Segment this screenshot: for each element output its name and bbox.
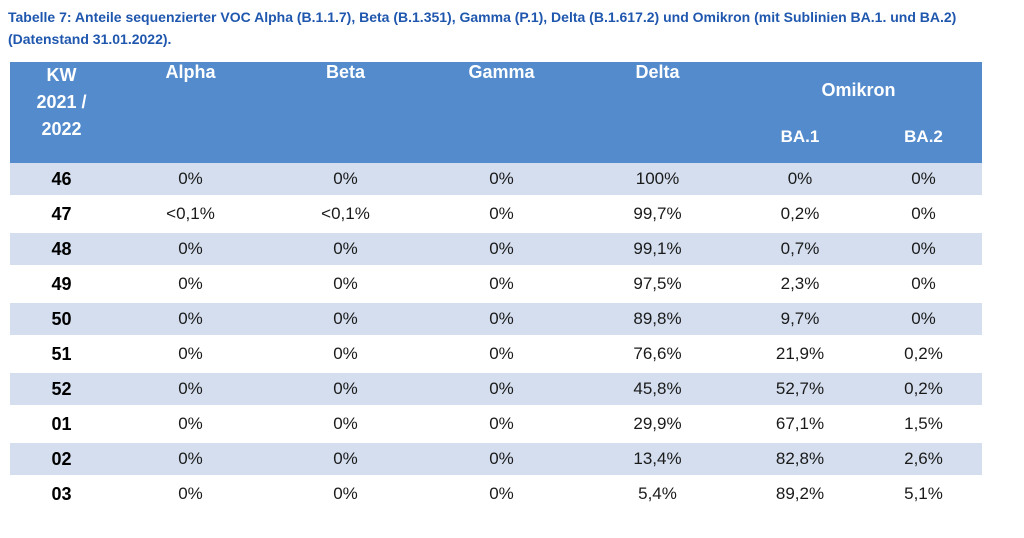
- col-header-delta: Delta: [580, 62, 735, 163]
- table-caption: Tabelle 7: Anteile sequenzierter VOC Alp…: [8, 9, 957, 47]
- cell-gamma: 0%: [423, 266, 580, 303]
- cell-alpha: 0%: [113, 476, 268, 513]
- cell-ba1: 52,7%: [735, 371, 865, 408]
- cell-kw: 47: [10, 196, 113, 233]
- cell-beta: 0%: [268, 231, 423, 268]
- cell-beta: 0%: [268, 371, 423, 408]
- cell-ba1: 9,7%: [735, 301, 865, 338]
- cell-ba2: 0%: [865, 231, 983, 268]
- col-header-alpha: Alpha: [113, 62, 268, 163]
- cell-beta: <0,1%: [268, 196, 423, 233]
- cell-ba1: 89,2%: [735, 476, 865, 513]
- cell-gamma: 0%: [423, 406, 580, 443]
- cell-delta: 100%: [580, 163, 735, 198]
- table-row: 47 <0,1% <0,1% 0% 99,7% 0,2% 0%: [10, 196, 983, 233]
- table-body: 46 0% 0% 0% 100% 0% 0% 47 <0,1% <0,1% 0%…: [10, 163, 983, 513]
- table-row: 50 0% 0% 0% 89,8% 9,7% 0%: [10, 301, 983, 338]
- cell-ba2: 0%: [865, 196, 983, 233]
- cell-beta: 0%: [268, 406, 423, 443]
- cell-ba1: 0,7%: [735, 231, 865, 268]
- cell-beta: 0%: [268, 163, 423, 198]
- cell-gamma: 0%: [423, 163, 580, 198]
- cell-alpha: 0%: [113, 406, 268, 443]
- header-row-main: KW 2021 / 2022 Alpha Beta Gamma Delta Om…: [10, 62, 983, 163]
- cell-beta: 0%: [268, 266, 423, 303]
- header-row-sub: BA.1 BA.2: [10, 118, 983, 163]
- table-row: 48 0% 0% 0% 99,1% 0,7% 0%: [10, 231, 983, 268]
- table-row: 02 0% 0% 0% 13,4% 82,8% 2,6%: [10, 441, 983, 478]
- cell-gamma: 0%: [423, 476, 580, 513]
- cell-ba1: 2,3%: [735, 266, 865, 303]
- cell-ba2: 2,6%: [865, 441, 983, 478]
- cell-ba2: 0,2%: [865, 371, 983, 408]
- cell-gamma: 0%: [423, 336, 580, 373]
- cell-kw: 02: [10, 441, 113, 478]
- col-header-beta: Beta: [268, 62, 423, 163]
- cell-delta: 29,9%: [580, 406, 735, 443]
- cell-ba2: 0%: [865, 266, 983, 303]
- col-header-ba2: BA.2: [865, 118, 983, 163]
- table-row: 52 0% 0% 0% 45,8% 52,7% 0,2%: [10, 371, 983, 408]
- cell-ba2: 1,5%: [865, 406, 983, 443]
- cell-alpha: 0%: [113, 371, 268, 408]
- cell-ba2: 0%: [865, 301, 983, 338]
- cell-kw: 46: [10, 163, 113, 198]
- cell-ba1: 67,1%: [735, 406, 865, 443]
- table-header: KW 2021 / 2022 Alpha Beta Gamma Delta Om…: [10, 62, 983, 163]
- cell-alpha: 0%: [113, 266, 268, 303]
- cell-ba1: 82,8%: [735, 441, 865, 478]
- cell-kw: 49: [10, 266, 113, 303]
- cell-delta: 89,8%: [580, 301, 735, 338]
- col-header-gamma: Gamma: [423, 62, 580, 163]
- cell-alpha: <0,1%: [113, 196, 268, 233]
- table-row: 51 0% 0% 0% 76,6% 21,9% 0,2%: [10, 336, 983, 373]
- cell-beta: 0%: [268, 336, 423, 373]
- cell-ba2: 0%: [865, 163, 983, 198]
- cell-ba2: 5,1%: [865, 476, 983, 513]
- cell-alpha: 0%: [113, 336, 268, 373]
- cell-beta: 0%: [268, 441, 423, 478]
- cell-delta: 13,4%: [580, 441, 735, 478]
- cell-gamma: 0%: [423, 371, 580, 408]
- cell-beta: 0%: [268, 301, 423, 338]
- cell-gamma: 0%: [423, 301, 580, 338]
- cell-delta: 97,5%: [580, 266, 735, 303]
- table-row: 03 0% 0% 0% 5,4% 89,2% 5,1%: [10, 476, 983, 513]
- table-row: 46 0% 0% 0% 100% 0% 0%: [10, 163, 983, 198]
- cell-ba1: 0%: [735, 163, 865, 198]
- cell-delta: 99,7%: [580, 196, 735, 233]
- cell-kw: 01: [10, 406, 113, 443]
- cell-beta: 0%: [268, 476, 423, 513]
- cell-gamma: 0%: [423, 231, 580, 268]
- col-header-omikron: Omikron: [735, 62, 983, 118]
- cell-alpha: 0%: [113, 301, 268, 338]
- cell-ba1: 21,9%: [735, 336, 865, 373]
- cell-delta: 5,4%: [580, 476, 735, 513]
- cell-alpha: 0%: [113, 441, 268, 478]
- cell-delta: 45,8%: [580, 371, 735, 408]
- cell-delta: 99,1%: [580, 231, 735, 268]
- cell-ba2: 0,2%: [865, 336, 983, 373]
- cell-kw: 52: [10, 371, 113, 408]
- cell-delta: 76,6%: [580, 336, 735, 373]
- cell-kw: 50: [10, 301, 113, 338]
- table-row: 01 0% 0% 0% 29,9% 67,1% 1,5%: [10, 406, 983, 443]
- table-row: 49 0% 0% 0% 97,5% 2,3% 0%: [10, 266, 983, 303]
- col-header-ba1: BA.1: [735, 118, 865, 163]
- voc-share-table: KW 2021 / 2022 Alpha Beta Gamma Delta Om…: [10, 62, 983, 513]
- cell-kw: 48: [10, 231, 113, 268]
- cell-gamma: 0%: [423, 441, 580, 478]
- cell-kw: 03: [10, 476, 113, 513]
- cell-ba1: 0,2%: [735, 196, 865, 233]
- cell-kw: 51: [10, 336, 113, 373]
- cell-alpha: 0%: [113, 163, 268, 198]
- col-header-kw: KW 2021 / 2022: [10, 62, 113, 163]
- cell-alpha: 0%: [113, 231, 268, 268]
- cell-gamma: 0%: [423, 196, 580, 233]
